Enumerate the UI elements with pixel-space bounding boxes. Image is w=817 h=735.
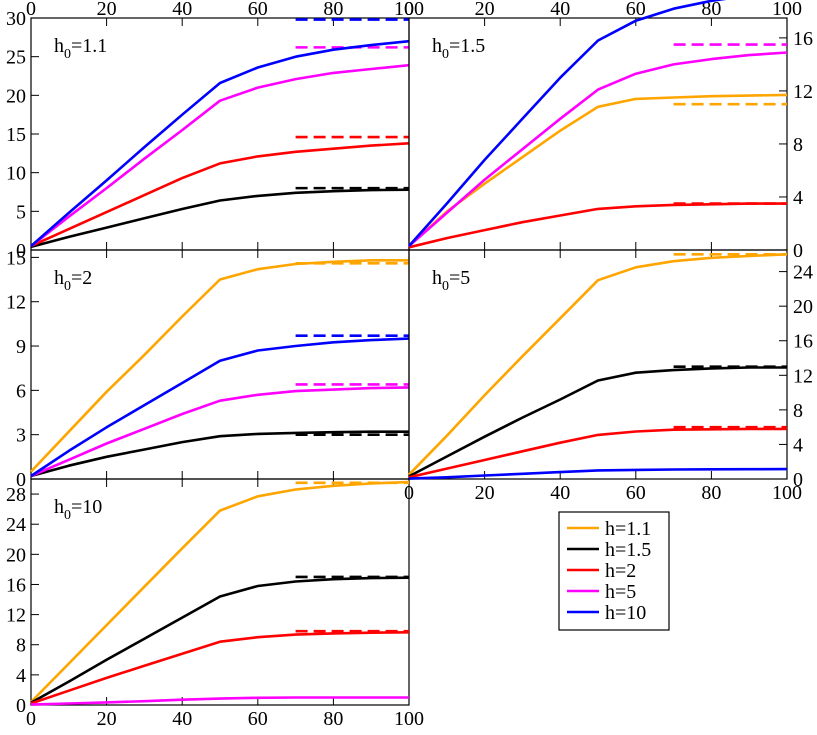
panel-frame — [408, 249, 788, 480]
series-line-h=1.1 — [30, 480, 410, 703]
x-tick-label: 20 — [97, 0, 117, 20]
x-tick-label: 100 — [772, 0, 802, 20]
y-tick-label: 6 — [16, 380, 26, 402]
series-line-h=1.1 — [408, 93, 788, 247]
y-tick-label: 16 — [793, 331, 813, 353]
y-tick-label: 8 — [16, 635, 26, 657]
x-tick-label: 80 — [323, 0, 343, 20]
series-line-h=5 — [30, 386, 410, 478]
legend: h=1.1h=1.5h=2h=5h=10 — [558, 511, 670, 631]
legend-label: h=5 — [605, 581, 636, 603]
x-tick-label: 100 — [394, 0, 424, 20]
series-line-h=1.1 — [30, 258, 409, 473]
x-tick-label: 80 — [701, 482, 721, 504]
y-tick-label: 0 — [16, 695, 26, 717]
x-tick-label: 60 — [626, 0, 646, 20]
x-tick-label: 100 — [394, 708, 424, 730]
y-tick-label: 20 — [6, 544, 26, 566]
x-tick-label: 0 — [26, 708, 36, 730]
x-tick-label: 100 — [772, 482, 802, 504]
x-tick-label: 20 — [475, 482, 495, 504]
x-tick-label: 40 — [550, 0, 570, 20]
y-tick-label: 12 — [793, 81, 813, 103]
y-tick-label: 0 — [793, 240, 803, 262]
x-tick-label: 80 — [701, 0, 721, 20]
y-tick-label: 3 — [16, 425, 26, 447]
y-tick-label: 10 — [6, 163, 26, 185]
series-line-h=2 — [408, 427, 787, 479]
series-line-h=10 — [408, 467, 788, 480]
x-tick-label: 60 — [626, 482, 646, 504]
x-tick-label: 60 — [248, 0, 268, 20]
x-tick-label: 40 — [172, 708, 192, 730]
x-tick-label: 20 — [97, 708, 117, 730]
y-tick-label: 12 — [6, 605, 26, 627]
panel-title: h0=5 — [432, 267, 470, 294]
x-tick-label: 40 — [550, 482, 570, 504]
legend-label: h=1.5 — [605, 539, 651, 561]
y-tick-label: 9 — [16, 336, 26, 358]
series-line-h=5 — [408, 51, 788, 247]
y-tick-label: 0 — [16, 469, 26, 491]
legend-label: h=10 — [605, 602, 646, 624]
y-tick-label: 30 — [6, 8, 26, 30]
series-line-h=5 — [30, 63, 410, 248]
legend-label: h=2 — [605, 560, 636, 582]
series-line-h=2 — [30, 631, 410, 705]
series-line-h=5 — [30, 696, 409, 706]
y-tick-label: 5 — [16, 201, 26, 223]
y-tick-label: 15 — [6, 124, 26, 146]
y-tick-label: 4 — [16, 665, 26, 687]
y-tick-label: 24 — [6, 514, 26, 536]
panel-2: 0 4 8 12 16 0 20 40 60 80 100 h0=1.5 — [404, 0, 813, 262]
x-tick-label: 80 — [323, 708, 343, 730]
y-tick-label: 0 — [16, 240, 26, 262]
y-tick-label: 12 — [793, 365, 813, 387]
series-line-h=10 — [408, 0, 727, 247]
y-tick-label: 8 — [793, 400, 803, 422]
x-tick-label: 60 — [248, 708, 268, 730]
x-tick-label: 0 — [26, 0, 36, 20]
series-line-h=1.5 — [408, 366, 787, 478]
series-line-h=1.5 — [30, 576, 410, 704]
y-tick-label: 15 — [6, 247, 26, 269]
y-tick-label: 12 — [6, 292, 26, 314]
panel-3: 0 3 6 9 12 15 h0=2 — [6, 247, 410, 491]
series-line-h=10 — [30, 337, 410, 478]
legend-label: h=1.1 — [605, 518, 651, 540]
y-tick-label: 20 — [6, 85, 26, 107]
series-line-h=1.1 — [408, 253, 788, 476]
y-tick-label: 8 — [793, 134, 803, 156]
panel-title: h0=2 — [54, 267, 92, 294]
panel-title: h0=1.1 — [54, 35, 107, 62]
y-tick-label: 25 — [6, 47, 26, 69]
panel-title: h0=1.5 — [432, 35, 485, 62]
x-tick-label: 40 — [172, 0, 192, 20]
panel-title: h0=10 — [54, 496, 102, 523]
y-tick-label: 4 — [793, 187, 803, 209]
y-tick-label: 0 — [793, 469, 803, 491]
series-line-h=2 — [30, 142, 410, 248]
x-tick-label: 20 — [475, 0, 495, 20]
y-tick-label: 20 — [793, 296, 813, 318]
x-tick-label: 0 — [404, 0, 414, 20]
y-tick-label: 16 — [6, 574, 26, 596]
y-tick-label: 24 — [793, 262, 813, 284]
series-line-h=2 — [408, 202, 787, 249]
series-line-h=1.5 — [30, 430, 409, 478]
series-line-h=1.5 — [30, 188, 410, 249]
y-tick-label: 16 — [793, 28, 813, 50]
y-tick-label: 4 — [793, 434, 803, 456]
panel-frame — [30, 478, 410, 706]
y-tick-label: 28 — [6, 484, 26, 506]
series-line-h=10 — [30, 39, 410, 248]
